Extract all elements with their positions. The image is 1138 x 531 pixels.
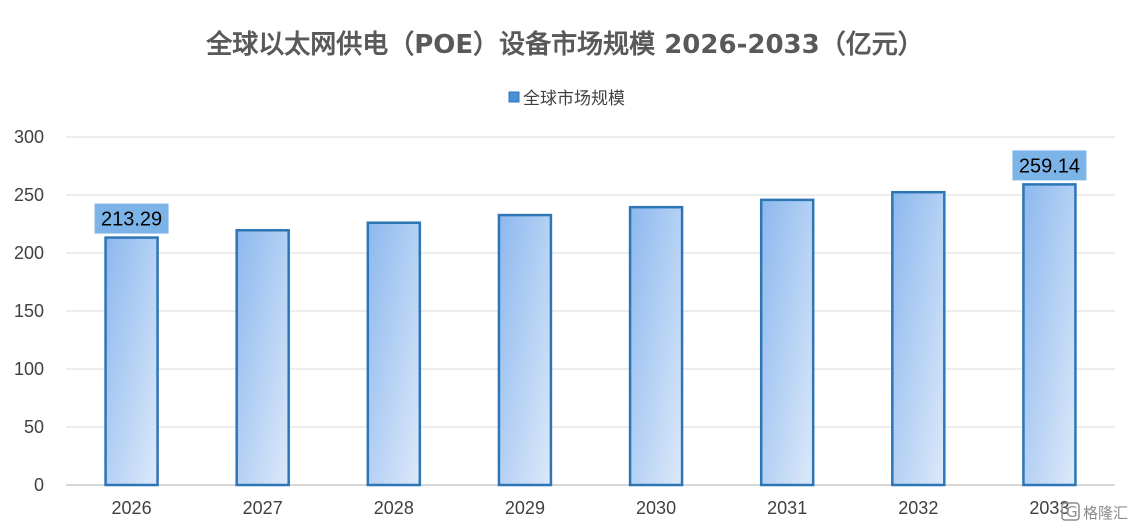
- bar: [628, 205, 684, 487]
- data-label-text: 259.14: [1019, 155, 1080, 177]
- y-tick-label: 50: [24, 417, 44, 437]
- y-tick-label: 0: [34, 475, 44, 495]
- x-tick-label: 2027: [243, 498, 283, 518]
- watermark-text: 格隆汇: [1083, 504, 1128, 522]
- x-tick-label: 2031: [767, 498, 807, 518]
- x-tick-label: 2028: [374, 498, 414, 518]
- y-tick-label: 150: [14, 301, 44, 321]
- bar: [759, 198, 815, 487]
- data-label: 213.29: [94, 203, 169, 234]
- y-tick-label: 100: [14, 359, 44, 379]
- watermark: G 格隆汇: [1061, 502, 1128, 522]
- gridlines: [66, 136, 1115, 486]
- x-tick-label: 2026: [112, 498, 152, 518]
- data-label-box: [1012, 150, 1087, 181]
- bar: [235, 229, 290, 487]
- bar: [104, 236, 159, 487]
- x-tick-label: 2033: [1029, 498, 1069, 518]
- bar: [497, 213, 553, 487]
- bars: [104, 183, 1077, 487]
- y-axis-ticks: 0 50 100 150 200 250 300: [14, 127, 44, 495]
- data-labels: 213.29 259.14: [94, 150, 1087, 234]
- x-tick-label: 2030: [636, 498, 676, 518]
- y-tick-label: 200: [14, 243, 44, 263]
- bar: [1022, 183, 1077, 487]
- data-label-text: 213.29: [101, 209, 162, 231]
- legend-entry: 全球市场规模: [523, 89, 625, 109]
- chart-title: 全球以太网供电（POE）设备市场规模 2026-2033（亿元）: [205, 29, 924, 60]
- logo-g-icon: [1061, 502, 1080, 521]
- y-tick-label: 250: [14, 185, 44, 205]
- x-axis-ticks: 2026 2027 2028 2029 2030 2031 2032 2033: [112, 498, 1070, 518]
- x-tick-label: 2029: [505, 498, 545, 518]
- logo-g-glyph: G: [1066, 503, 1078, 521]
- data-label-box: [94, 203, 169, 234]
- y-tick-label: 300: [14, 127, 44, 147]
- data-label: 259.14: [1012, 150, 1087, 181]
- x-tick-label: 2032: [898, 498, 938, 518]
- bar: [366, 221, 422, 487]
- bar: [891, 190, 946, 487]
- legend: 全球市场规模: [508, 89, 625, 109]
- legend-marker: [508, 91, 520, 103]
